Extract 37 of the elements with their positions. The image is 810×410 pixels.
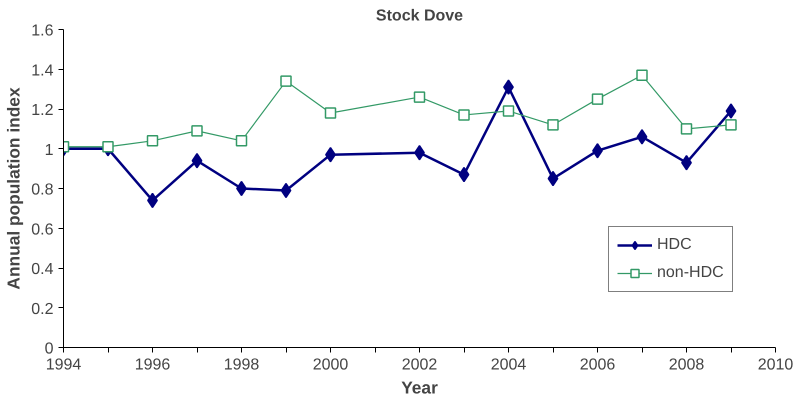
point (592, 93, 604, 105)
point (636, 69, 648, 81)
x-tick-label: 1994 (46, 356, 82, 374)
point (102, 141, 114, 153)
point (502, 105, 514, 117)
point (236, 135, 248, 147)
point (191, 125, 203, 137)
point (547, 119, 559, 131)
x-tick-label: 2002 (402, 356, 438, 374)
y-tick-label: 0.2 (31, 300, 54, 318)
point (324, 107, 336, 119)
y-tick-label: 0 (44, 340, 54, 358)
legend-label: HDC (657, 236, 692, 254)
x-axis-title: Year (401, 378, 438, 398)
y-tick-label: 0.8 (31, 182, 54, 198)
y-tick-label: 1.6 (31, 22, 54, 40)
y-tick-label: 0.4 (31, 261, 54, 278)
x-tick-label: 1996 (134, 356, 170, 374)
point (414, 91, 426, 103)
point (280, 75, 292, 87)
y-tick-label: 1.4 (31, 62, 54, 80)
point (146, 135, 158, 147)
point (680, 123, 692, 135)
y-axis-title: Annual population index (3, 87, 24, 290)
y-tick-label: 1.2 (31, 102, 54, 119)
x-tick-label: 2000 (312, 356, 348, 374)
point (458, 109, 470, 121)
x-tick-label: 2008 (668, 356, 704, 374)
x-tick-label: 2010 (758, 356, 794, 374)
chart-title: Stock Dove (376, 8, 464, 24)
x-tick-label: 2006 (580, 356, 616, 374)
point (725, 119, 737, 131)
x-tick-label: 1998 (224, 356, 260, 374)
y-tick-label: 1 (44, 142, 54, 159)
y-tick-label: 0.6 (31, 221, 54, 238)
x-tick-label: 2004 (490, 356, 526, 374)
legend-label: non-HDC (657, 264, 724, 282)
